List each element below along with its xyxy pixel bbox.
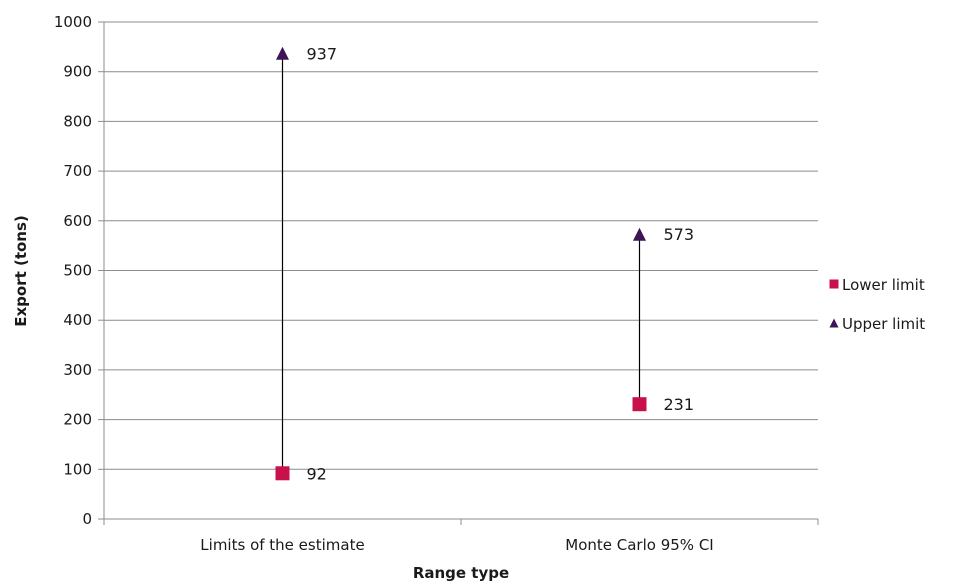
y-tick-label: 800 [63,112,92,130]
legend: Lower limit Upper limit [830,276,926,333]
data-label: 573 [664,225,695,244]
y-tick-label: 1000 [54,13,92,31]
y-tick-label: 200 [63,411,92,429]
y-tick-label: 700 [63,162,92,180]
data-label-layer: 92 231 937 573 [307,44,695,483]
range-line-layer [283,53,640,473]
legend-lower-limit-marker [830,280,839,289]
marker-layer [276,47,647,480]
y-axis-title: Export (tons) [12,215,30,327]
x-tick-label: Monte Carlo 95% CI [565,536,713,554]
legend-label: Upper limit [842,315,925,333]
data-label: 937 [307,44,338,63]
y-tick-label: 600 [63,212,92,230]
data-label: 231 [664,395,695,414]
y-tick-label: 100 [63,460,92,478]
axis-layer: 0 100 200 300 400 500 600 700 800 900 1000 Limits o… [54,13,818,554]
legend-label: Lower limit [842,276,925,294]
lower-limit-marker [633,397,647,411]
y-tick-label: 0 [82,510,92,528]
x-tick-label: Limits of the estimate [200,536,364,554]
y-tick-label: 500 [63,262,92,280]
upper-limit-marker [633,228,646,241]
legend-upper-limit-marker [830,319,839,328]
y-tick-label: 300 [63,361,92,379]
lower-limit-marker [276,466,290,480]
upper-limit-marker [276,47,289,60]
data-label: 92 [307,464,327,483]
grid-layer [104,22,818,469]
y-tick-label: 400 [63,311,92,329]
x-axis-title: Range type [413,564,509,582]
y-tick-label: 900 [63,63,92,81]
